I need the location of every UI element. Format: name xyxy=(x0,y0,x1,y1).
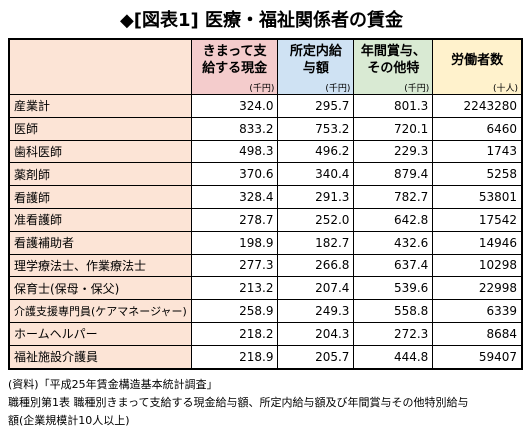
row-label: 医師 xyxy=(8,116,192,141)
row-label: 看護補助者 xyxy=(8,230,192,255)
value-cell: 324.0 xyxy=(190,94,279,118)
value-cell: 6339 xyxy=(432,299,523,323)
value-cell: 249.3 xyxy=(277,299,355,323)
value-cell: 182.7 xyxy=(277,230,355,255)
note-line: (資料)「平成25年賃金構造基本統計調査」 xyxy=(8,378,218,391)
data-row: 歯科医師 498.3 496.2 229.3 1743 xyxy=(8,139,523,164)
row-label: 介護支援専門員(ケアマネージャー) xyxy=(8,299,192,323)
title: ◆[図表1] 医療・福祉関係者の賃金 xyxy=(119,10,404,31)
value-cell: 204.3 xyxy=(277,321,355,346)
value-cell: 266.8 xyxy=(277,253,355,278)
value-cell: 8684 xyxy=(432,321,523,346)
row-label: 理学療法士、作業療法士 xyxy=(8,253,192,278)
data-row: 准看護師 278.7 252.0 642.8 17542 xyxy=(8,207,523,232)
value-cell: 340.4 xyxy=(277,162,355,187)
data-row: ホームヘルパー 218.2 204.3 272.3 8684 xyxy=(8,321,523,346)
value-cell: 496.2 xyxy=(277,139,355,164)
value-cell: 218.9 xyxy=(190,344,279,370)
value-cell: 17542 xyxy=(432,207,523,232)
value-cell: 278.7 xyxy=(190,207,279,232)
value-cell: 2243280 xyxy=(432,94,523,118)
row-label: 薬剤師 xyxy=(8,162,192,187)
header-line: 労働者数 xyxy=(451,52,504,68)
column-header: きまって支給する現金 xyxy=(190,38,279,80)
value-cell: 642.8 xyxy=(353,207,434,232)
value-cell: 205.7 xyxy=(277,344,355,370)
value-cell: 444.8 xyxy=(353,344,434,370)
row-label: 福祉施設介護員 xyxy=(8,344,192,370)
note-line: 額(企業規模計10人以上) xyxy=(8,414,130,427)
note-line: 職種別第1表 職種別きまって支給する現金給与額、所定内給与額及び年間賞与その他特… xyxy=(8,396,469,409)
value-cell: 432.6 xyxy=(353,230,434,255)
value-cell: 277.3 xyxy=(190,253,279,278)
value-cell: 218.2 xyxy=(190,321,279,346)
data-row: 保育士(保母・保父) 213.2 207.4 539.6 22998 xyxy=(8,276,523,301)
unit-label: (十人) xyxy=(432,80,523,95)
value-cell: 782.7 xyxy=(353,185,434,209)
header-row: きまって支 給する現金 所定内給 与額 年間賞与、 その他特 労働者数 xyxy=(8,38,523,95)
header-line: 与額 xyxy=(302,61,329,76)
unit-row: (千円) (千円) (千円) (十人) xyxy=(9,80,523,95)
header-line: 給する現金 xyxy=(202,61,268,76)
column-header: 年間賞与、 その他特 xyxy=(353,38,434,80)
value-cell: 753.2 xyxy=(277,116,355,141)
value-cell: 252.0 xyxy=(277,207,355,232)
value-cell: 59407 xyxy=(432,344,523,370)
value-cell: 198.9 xyxy=(190,230,279,255)
value-cell: 637.4 xyxy=(353,253,434,278)
data-row: 介護支援専門員(ケアマネージャー) 258.9 249.3 558.8 6339 xyxy=(8,299,523,323)
value-cell: 207.4 xyxy=(277,276,355,301)
row-label: ホームヘルパー xyxy=(8,321,192,346)
row-label: 保育士(保母・保父) xyxy=(8,276,192,301)
value-cell: 213.2 xyxy=(190,276,279,301)
row-label: 産業計 xyxy=(8,94,192,118)
value-cell: 879.4 xyxy=(353,162,434,187)
value-cell: 258.9 xyxy=(190,299,279,323)
column-header: 労働者数 xyxy=(432,38,523,80)
wage-table: きまって支 給する現金 所定内給 与額 年間賞与、 その他特 労働者数 (千円) (千円) (千円… xyxy=(8,38,523,370)
value-cell: 558.8 xyxy=(353,299,434,323)
value-cell: 498.3 xyxy=(190,139,279,164)
value-cell: 229.3 xyxy=(353,139,434,164)
data-row: 看護師 328.4 291.3 782.7 53801 xyxy=(8,185,523,209)
value-cell: 10298 xyxy=(432,253,523,278)
value-cell: 291.3 xyxy=(277,185,355,209)
row-label: 准看護師 xyxy=(8,207,192,232)
value-cell: 14946 xyxy=(432,230,523,255)
unit-label: (千円) xyxy=(277,80,355,95)
value-cell: 328.4 xyxy=(190,185,279,209)
value-cell: 370.6 xyxy=(190,162,279,187)
unit-label: (千円) xyxy=(353,80,434,95)
data-row: 福祉施設介護員 218.9 205.7 444.8 59407 xyxy=(8,344,523,370)
data-row: 医師 833.2 753.2 720.1 6460 xyxy=(8,116,523,141)
corner-cell xyxy=(8,38,192,95)
unit-label: (千円) xyxy=(190,80,279,95)
header-line: その他特 xyxy=(367,61,420,76)
value-cell: 295.7 xyxy=(277,94,355,118)
data-row: 薬剤師 370.6 340.4 879.4 5258 xyxy=(8,162,523,187)
value-cell: 6460 xyxy=(432,116,523,141)
column-header: 所定内給 与額 xyxy=(277,38,355,80)
header-line: 所定内給 xyxy=(289,44,342,59)
value-cell: 801.3 xyxy=(353,94,434,118)
header-line: きまって支 xyxy=(202,44,267,59)
value-cell: 272.3 xyxy=(353,321,434,346)
notes: (資料)「平成25年賃金構造基本統計調査」職種別第1表 職種別きまって支給する現… xyxy=(8,376,469,430)
value-cell: 539.6 xyxy=(353,276,434,301)
value-cell: 833.2 xyxy=(190,116,279,141)
data-row: 理学療法士、作業療法士 277.3 266.8 637.4 10298 xyxy=(8,253,523,278)
value-cell: 1743 xyxy=(432,139,523,164)
value-cell: 22998 xyxy=(432,276,523,301)
data-row: 看護補助者 198.9 182.7 432.6 14946 xyxy=(8,230,523,255)
value-cell: 720.1 xyxy=(353,116,434,141)
data-row: 産業計 324.0 295.7 801.3 2243280 xyxy=(8,94,523,118)
header-line: 年間賞与、 xyxy=(360,44,426,59)
value-cell: 53801 xyxy=(432,185,523,209)
row-label: 看護師 xyxy=(8,185,192,209)
row-label: 歯科医師 xyxy=(8,139,192,164)
value-cell: 5258 xyxy=(432,162,523,187)
